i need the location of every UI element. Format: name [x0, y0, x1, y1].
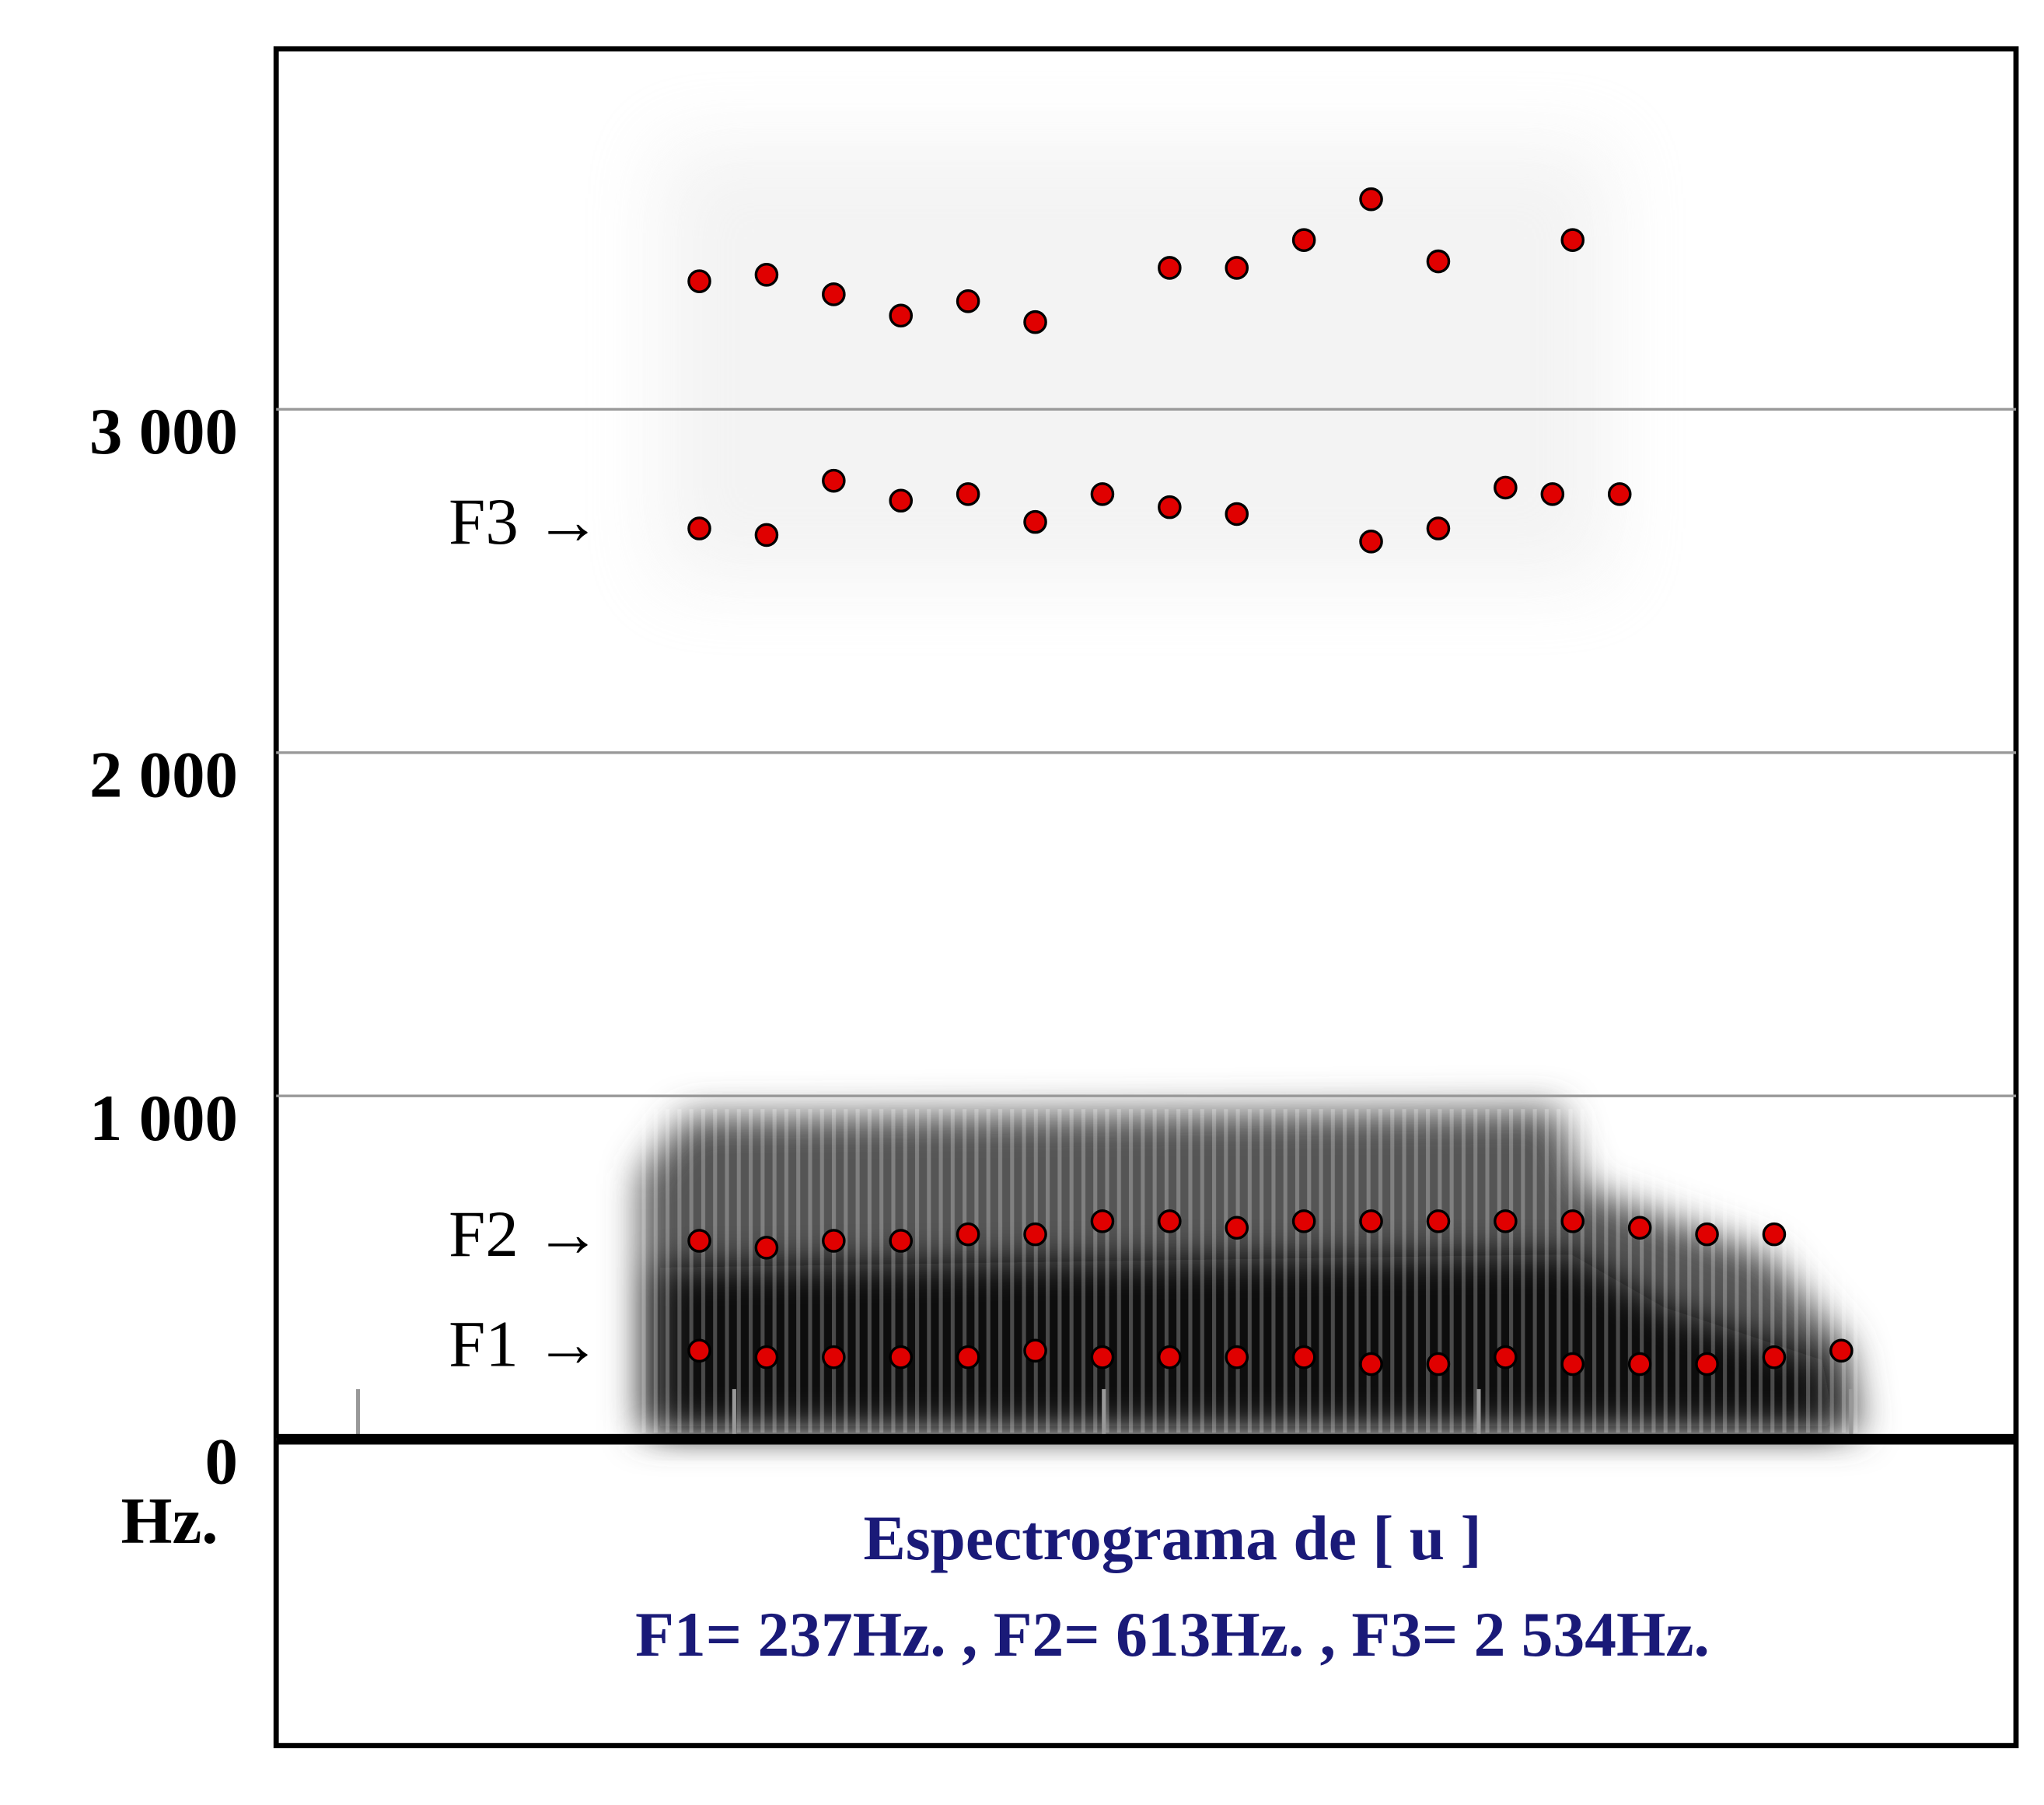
formant-point — [889, 1345, 914, 1369]
formant-point — [687, 516, 711, 540]
formant-point — [1426, 1352, 1451, 1376]
formant-point — [956, 1222, 980, 1247]
formant-point — [687, 1338, 711, 1363]
formant-point — [1225, 502, 1249, 526]
formant-point — [1291, 228, 1316, 252]
formant-point — [754, 523, 779, 547]
formant-point — [1627, 1352, 1652, 1376]
series-label: F1 → — [449, 1307, 601, 1380]
formant-point — [1225, 1216, 1249, 1240]
formant-point — [1090, 1209, 1115, 1233]
formant-point — [1695, 1352, 1719, 1376]
formant-point — [822, 1345, 846, 1369]
formant-point — [1607, 482, 1632, 506]
formant-point — [1158, 1345, 1182, 1369]
formant-point — [1158, 256, 1182, 280]
formant-point — [1023, 310, 1047, 334]
formant-point — [1762, 1222, 1787, 1247]
formant-point — [687, 1229, 711, 1253]
formant-point — [1359, 187, 1383, 212]
y-tick-label: 1 000 — [89, 1082, 238, 1155]
formant-point — [1359, 530, 1383, 554]
formant-point — [1359, 1209, 1383, 1233]
formant-point — [1695, 1222, 1719, 1247]
formant-point — [1291, 1345, 1316, 1369]
y-tick-label: 3 000 — [89, 395, 238, 468]
formant-point — [1426, 1209, 1451, 1233]
formant-point — [1359, 1352, 1383, 1376]
formant-point — [1158, 495, 1182, 519]
x-tick-marks — [355, 1389, 1854, 1443]
series-label: F3 → — [449, 485, 601, 558]
formant-point — [1158, 1209, 1182, 1233]
formant-point — [754, 1236, 779, 1260]
formant-point — [1426, 249, 1451, 274]
formant-point — [956, 482, 980, 506]
formant-point — [1023, 1338, 1047, 1363]
formant-point — [956, 289, 980, 313]
formant-point — [1627, 1216, 1652, 1240]
y-tick-label: 2 000 — [89, 739, 238, 812]
formant-point — [1494, 1209, 1518, 1233]
formant-point — [1560, 1209, 1585, 1233]
formant-point — [1560, 1352, 1585, 1376]
y-tick-label: 0 — [205, 1425, 238, 1499]
formant-point — [1023, 509, 1047, 534]
formant-point — [822, 282, 846, 306]
formant-point — [1426, 516, 1451, 540]
formant-point — [822, 468, 846, 493]
formant-point — [1090, 1345, 1115, 1369]
spectrogram — [640, 145, 1862, 1433]
formant-point — [754, 1345, 779, 1369]
chart-title: Espectrograma de [ u ] — [864, 1502, 1482, 1573]
formant-point — [687, 269, 711, 293]
formant-point — [1291, 1209, 1316, 1233]
series-label: F2 → — [449, 1198, 601, 1271]
chart-subtitle: F1= 237Hz. , F2= 613Hz. , F3= 2 534Hz. — [635, 1599, 1710, 1670]
formant-point — [956, 1345, 980, 1369]
formant-point — [1023, 1222, 1047, 1247]
formant-point — [1494, 475, 1518, 500]
y-axis-label: Hz. — [121, 1485, 218, 1558]
formant-point — [889, 1229, 914, 1253]
formant-point — [1090, 482, 1115, 506]
formant-point — [1494, 1345, 1518, 1369]
formant-point — [822, 1229, 846, 1253]
formant-point — [754, 263, 779, 287]
formant-point — [1225, 1345, 1249, 1369]
formant-point — [1829, 1338, 1854, 1363]
formant-point — [1762, 1345, 1787, 1369]
formant-point — [889, 303, 914, 328]
formant-point — [1225, 256, 1249, 280]
formant-point — [1540, 482, 1565, 506]
formant-point — [1560, 228, 1585, 252]
formant-point — [889, 488, 914, 513]
